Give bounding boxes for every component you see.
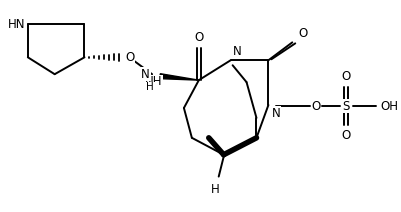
Text: OH: OH — [380, 99, 398, 113]
Text: H: H — [146, 82, 154, 92]
Text: O: O — [125, 51, 134, 64]
Text: S: S — [341, 99, 349, 113]
Text: N: N — [271, 107, 279, 120]
Text: N: N — [232, 45, 241, 58]
Text: NH: NH — [145, 75, 162, 88]
Text: O: O — [298, 27, 307, 40]
Text: O: O — [340, 129, 350, 142]
Polygon shape — [160, 74, 198, 80]
Text: H: H — [211, 183, 220, 195]
Text: HN: HN — [8, 18, 26, 31]
Text: N: N — [141, 68, 150, 81]
Text: O: O — [194, 31, 203, 44]
Text: O: O — [340, 70, 350, 83]
Text: O: O — [311, 99, 320, 113]
